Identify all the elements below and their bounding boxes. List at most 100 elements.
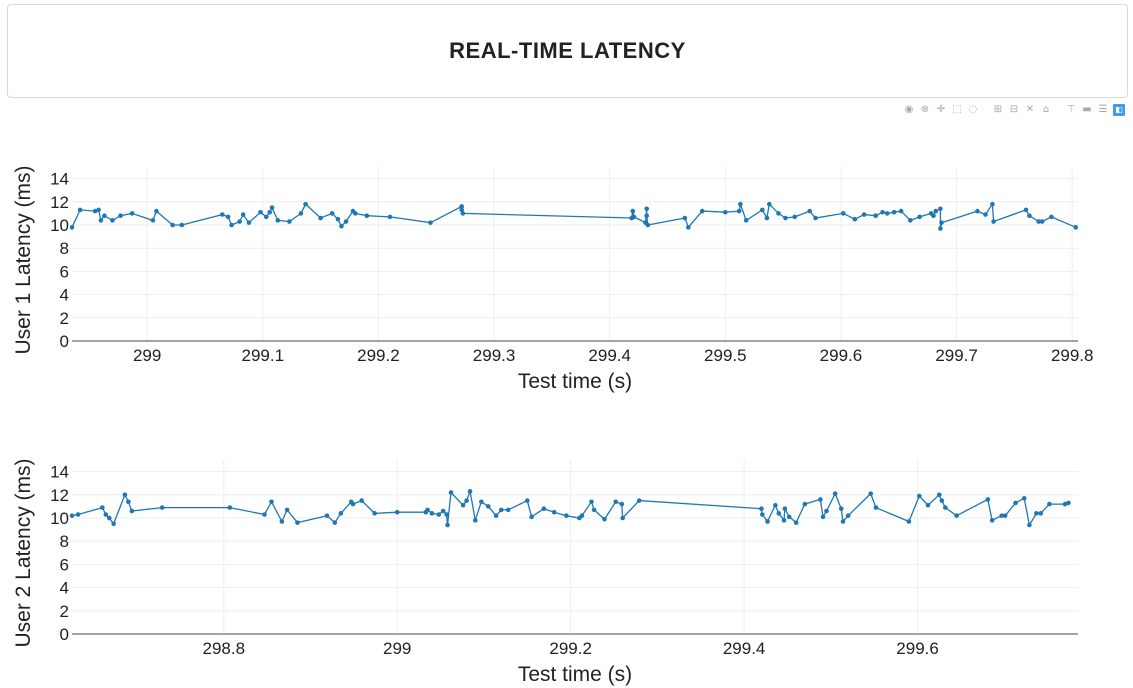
data-point[interactable]	[352, 211, 358, 216]
autoscale-icon[interactable]: ✕	[1025, 104, 1035, 115]
data-point[interactable]	[723, 209, 728, 215]
data-point[interactable]	[106, 515, 112, 521]
data-point[interactable]	[339, 223, 344, 229]
zoom-icon[interactable]: ⊕	[920, 104, 930, 115]
data-point[interactable]	[916, 493, 922, 499]
data-point[interactable]	[636, 498, 642, 503]
hover-closest-icon[interactable]: ▬	[1082, 104, 1092, 115]
data-point[interactable]	[229, 222, 234, 228]
data-point[interactable]	[792, 214, 798, 220]
data-point[interactable]	[589, 499, 594, 505]
data-point[interactable]	[464, 498, 469, 503]
data-point[interactable]	[776, 511, 782, 516]
data-point[interactable]	[246, 220, 252, 225]
data-point[interactable]	[459, 204, 464, 209]
data-point[interactable]	[602, 516, 607, 522]
data-point[interactable]	[298, 211, 304, 216]
data-point[interactable]	[485, 504, 491, 509]
data-point[interactable]	[820, 514, 826, 520]
data-point[interactable]	[179, 222, 185, 228]
data-point[interactable]	[938, 206, 943, 212]
data-point[interactable]	[1036, 219, 1041, 224]
data-point[interactable]	[96, 207, 101, 213]
data-point[interactable]	[338, 511, 344, 516]
data-point[interactable]	[938, 226, 943, 231]
data-point[interactable]	[807, 208, 813, 214]
data-point[interactable]	[954, 513, 959, 518]
data-point[interactable]	[350, 501, 356, 507]
data-point[interactable]	[1021, 495, 1027, 501]
data-point[interactable]	[852, 216, 858, 222]
data-point[interactable]	[103, 512, 109, 517]
data-point[interactable]	[873, 213, 878, 219]
data-point[interactable]	[335, 216, 341, 222]
data-point[interactable]	[359, 498, 364, 503]
data-point[interactable]	[873, 505, 879, 510]
data-point[interactable]	[943, 505, 948, 510]
zoom-in-icon[interactable]: ⊞	[993, 104, 1003, 115]
zoom-out-icon[interactable]: ⊟	[1009, 104, 1019, 115]
pan-icon[interactable]: ✛	[936, 104, 946, 115]
lasso-icon[interactable]: ◌	[968, 104, 978, 115]
data-point[interactable]	[269, 205, 275, 210]
data-point[interactable]	[975, 208, 980, 214]
data-point[interactable]	[284, 507, 290, 513]
data-point[interactable]	[845, 513, 851, 518]
data-point[interactable]	[467, 489, 473, 494]
data-point[interactable]	[111, 521, 116, 527]
data-point[interactable]	[237, 219, 242, 224]
data-point[interactable]	[766, 201, 772, 207]
data-point[interactable]	[765, 519, 770, 524]
data-point[interactable]	[551, 509, 557, 515]
data-point[interactable]	[591, 507, 597, 513]
data-point[interactable]	[908, 218, 913, 223]
data-point[interactable]	[644, 206, 649, 212]
data-point[interactable]	[122, 492, 128, 498]
data-point[interactable]	[1049, 214, 1054, 220]
data-point[interactable]	[991, 219, 996, 224]
data-point[interactable]	[936, 492, 942, 498]
data-point[interactable]	[525, 498, 530, 503]
data-point[interactable]	[1073, 225, 1078, 230]
data-point[interactable]	[999, 513, 1004, 518]
data-point[interactable]	[269, 499, 274, 505]
data-point[interactable]	[324, 513, 330, 518]
data-point[interactable]	[425, 507, 430, 513]
data-point[interactable]	[541, 506, 547, 512]
data-point[interactable]	[743, 218, 749, 223]
data-point[interactable]	[990, 201, 995, 207]
data-point[interactable]	[824, 508, 829, 514]
data-point[interactable]	[645, 222, 651, 228]
data-point[interactable]	[1066, 500, 1071, 506]
data-point[interactable]	[802, 501, 808, 507]
data-point[interactable]	[759, 506, 764, 512]
data-point[interactable]	[387, 214, 393, 220]
data-point[interactable]	[782, 506, 788, 512]
data-point[interactable]	[832, 491, 838, 496]
data-point[interactable]	[783, 215, 788, 221]
data-point[interactable]	[372, 511, 377, 516]
data-point[interactable]	[110, 218, 115, 223]
data-point[interactable]	[813, 215, 818, 221]
box-select-icon[interactable]: ⬚	[952, 104, 962, 115]
data-point[interactable]	[318, 215, 323, 221]
data-point[interactable]	[129, 508, 135, 514]
data-point[interactable]	[429, 511, 435, 516]
data-point[interactable]	[939, 498, 945, 503]
data-point[interactable]	[760, 512, 765, 517]
data-point[interactable]	[460, 502, 466, 508]
data-point[interactable]	[394, 509, 400, 515]
data-point[interactable]	[764, 215, 770, 221]
data-point[interactable]	[985, 497, 991, 502]
data-point[interactable]	[220, 212, 225, 217]
data-point[interactable]	[1027, 213, 1032, 219]
data-point[interactable]	[939, 220, 944, 225]
data-point[interactable]	[279, 519, 285, 524]
data-point[interactable]	[631, 214, 637, 220]
data-point[interactable]	[682, 215, 688, 221]
data-point[interactable]	[868, 491, 874, 496]
data-point[interactable]	[472, 518, 478, 523]
data-point[interactable]	[793, 520, 799, 525]
data-point[interactable]	[931, 213, 936, 219]
data-point[interactable]	[240, 212, 246, 217]
